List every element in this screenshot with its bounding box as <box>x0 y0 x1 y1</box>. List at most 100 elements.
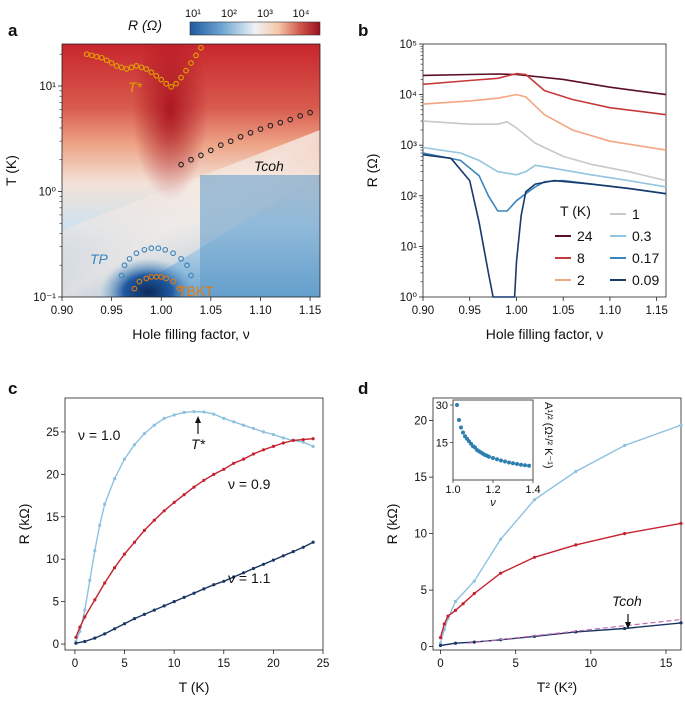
data-point <box>122 622 127 626</box>
annotation-tstar: T* <box>128 79 143 95</box>
data-point <box>532 498 537 502</box>
marker-tstar <box>198 44 204 51</box>
data-point <box>311 437 315 441</box>
y-axis-label: R (kΩ) <box>16 504 32 545</box>
data-point <box>103 632 107 636</box>
data-point <box>271 432 275 437</box>
data-point <box>261 430 266 434</box>
data-point <box>499 537 503 541</box>
inset-data-point <box>523 463 527 468</box>
data-point <box>162 604 166 608</box>
y-tick-label: 20 <box>46 469 59 481</box>
data-point <box>152 608 156 612</box>
panel-d-inset: 1.0 1.2 1.4 15 30 ν A¹/² (Ω¹/² K⁻¹) <box>436 399 554 509</box>
data-point <box>679 423 683 427</box>
y-tick-label: 10³ <box>400 140 417 152</box>
data-point <box>574 543 578 547</box>
x-axis-label: T² (K²) <box>537 679 577 695</box>
marker-tbkt <box>163 275 170 282</box>
x-tick-label: 1.15 <box>645 305 667 317</box>
marker-tstar <box>133 63 140 69</box>
marker-tstar <box>83 51 90 58</box>
data-point <box>83 639 87 644</box>
inset-x-tick-label: 1.4 <box>525 484 540 496</box>
y-tick-label: 10⁻¹ <box>33 292 56 304</box>
legend-label: 0.09 <box>632 272 659 288</box>
data-point <box>242 423 246 427</box>
heatmap-crossover-band <box>62 130 320 297</box>
data-point <box>113 566 117 570</box>
x-axis-label: T (K) <box>179 679 210 695</box>
data-point <box>291 438 295 442</box>
data-point <box>461 602 465 606</box>
y-tick-label: 20 <box>414 416 427 428</box>
tstar-arrowhead <box>195 416 201 423</box>
series-line <box>75 410 314 642</box>
x-axis-label: Hole filling factor, ν <box>486 326 604 342</box>
legend-title: T (K) <box>560 203 591 219</box>
data-point <box>122 457 127 461</box>
data-point <box>202 478 206 482</box>
series-line-T-0.3 <box>422 146 667 188</box>
annotation-d-tcoh: Tcoh <box>612 593 642 609</box>
data-point <box>242 457 246 461</box>
marker-tstar <box>118 64 125 71</box>
data-point <box>142 612 146 617</box>
x-tick-label: 0 <box>437 658 443 670</box>
data-point <box>83 615 87 619</box>
inset-y-tick-label: 30 <box>436 400 448 412</box>
y-tick-label: 10² <box>400 191 417 203</box>
data-point <box>453 608 458 613</box>
data-point <box>232 575 236 579</box>
panel-a-heatmap: 0.90 0.95 1.00 1.05 1.10 1.15 10⁻¹ 10⁰ 10¹ Hole f… <box>3 43 321 342</box>
marker-tbkt <box>136 278 143 285</box>
colorbar-tick-label: 10³ <box>257 8 273 20</box>
x-tick-label: 10 <box>584 658 597 670</box>
data-point <box>182 493 186 497</box>
data-point <box>623 626 627 631</box>
data-point <box>78 625 82 629</box>
data-point <box>222 467 226 471</box>
data-point <box>679 521 683 526</box>
marker-tcoh <box>257 126 264 132</box>
marker-tp <box>121 262 128 269</box>
y-tick-label: 0 <box>421 642 427 654</box>
data-point <box>453 599 458 604</box>
x-axis-label: Hole filling factor, ν <box>132 326 250 342</box>
y-tick-label: 5 <box>53 597 59 609</box>
marker-tstar <box>173 80 179 87</box>
marker-tp <box>162 246 169 253</box>
colorbar: R (Ω) 10¹ 10² 10³ 10⁴ <box>128 8 321 36</box>
data-point <box>182 410 186 414</box>
marker-tstar <box>188 60 194 66</box>
marker-tp <box>188 272 194 279</box>
x-tick-label: 15 <box>660 658 673 670</box>
inset-data-point <box>503 459 507 464</box>
marker-tbkt <box>131 285 138 292</box>
marker-tbkt <box>158 274 165 280</box>
inset-data-point <box>457 418 461 422</box>
data-point <box>162 416 166 420</box>
data-point <box>74 641 78 645</box>
inset-data-point <box>507 460 511 465</box>
legend-label: 2 <box>577 272 585 288</box>
legend-label: 0.17 <box>632 250 659 266</box>
data-point <box>93 549 97 553</box>
data-point <box>251 452 256 456</box>
y-tick-label: 10⁰ <box>39 186 57 198</box>
data-point <box>132 540 137 544</box>
data-point <box>301 440 305 444</box>
marker-tp <box>184 262 190 269</box>
data-point <box>93 598 97 602</box>
marker-tcoh <box>227 138 234 145</box>
panel-letter-c: c <box>8 379 17 398</box>
data-point <box>446 614 450 618</box>
legend-label: 0.3 <box>632 228 652 244</box>
data-point <box>152 423 156 427</box>
y-tick-label: 10⁵ <box>399 39 417 51</box>
data-point <box>132 617 137 621</box>
marker-tp <box>126 255 133 262</box>
annotation-tcoh: Tcoh <box>254 158 284 174</box>
marker-tbkt <box>143 275 150 282</box>
